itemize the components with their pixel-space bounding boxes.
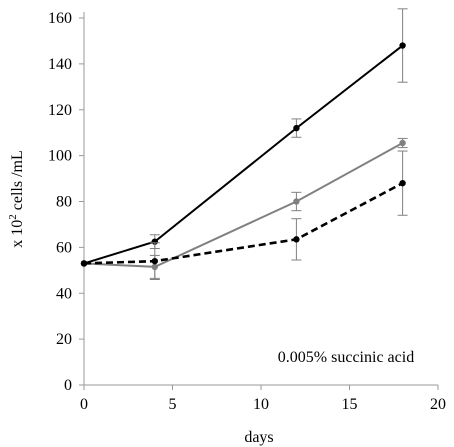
data-point [293, 124, 300, 132]
y-axis-title-rest: cells /mL [9, 150, 26, 214]
x-axis-title: days [244, 429, 273, 446]
x-tick-label: 10 [253, 396, 269, 413]
series-line-1 [83, 44, 404, 265]
y-tick-label: 100 [48, 148, 72, 165]
x-tick-label: 5 [169, 396, 177, 413]
y-tick-label: 0 [64, 377, 72, 394]
y-tick-label: 60 [56, 239, 72, 256]
y-axis-title: x 102 cells /mL [7, 150, 26, 247]
y-tick-label: 160 [48, 10, 72, 27]
x-tick-label: 15 [342, 396, 358, 413]
x-tick-label: 0 [80, 396, 88, 413]
series-line-2 [83, 142, 404, 268]
plot-area: 0 5 10 15 20 0 20 40 60 80 100 120 140 160 [48, 8, 446, 413]
data-point [80, 260, 88, 267]
data-point [293, 198, 300, 205]
y-tick-label: 40 [56, 285, 72, 302]
data-point [399, 139, 406, 147]
y-tick-label: 120 [48, 102, 72, 119]
series-line-3 [83, 182, 404, 265]
data-point [293, 236, 300, 243]
x-tick-label: 20 [430, 396, 446, 413]
data-point [399, 179, 406, 187]
y-tick-label: 140 [48, 56, 72, 73]
y-tick-label: 80 [56, 194, 72, 211]
y-tick-label: 20 [56, 331, 72, 348]
y-axis-title-sup: 2 [7, 214, 19, 220]
data-point [151, 257, 158, 265]
data-point [399, 42, 406, 49]
annotation: 0.005% succinic acid [278, 349, 414, 366]
y-axis-title-main: x 10 [9, 220, 26, 248]
